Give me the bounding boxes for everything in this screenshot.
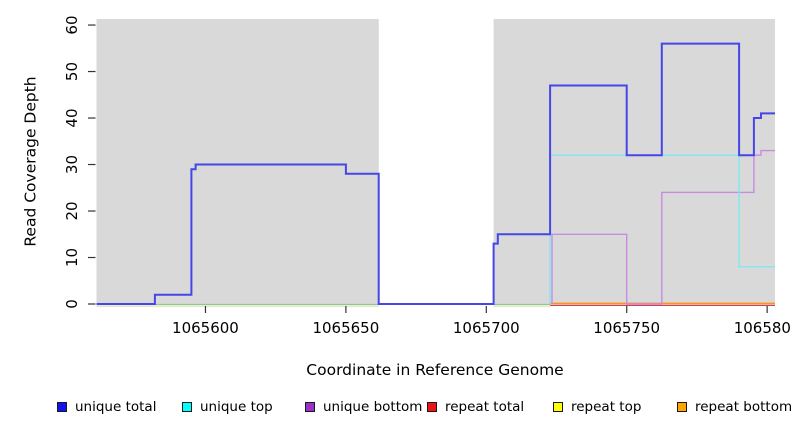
y-tick-label: 40 — [63, 108, 81, 127]
legend: unique total unique top unique bottom re… — [0, 398, 792, 418]
y-axis-title: Read Coverage Depth — [21, 76, 40, 247]
legend-label: unique top — [200, 399, 273, 415]
series-unique-total — [96, 42, 775, 305]
unique-bottom-swatch-icon — [305, 402, 315, 412]
x-tick-label: 1065600 — [172, 319, 239, 337]
aligned-block-right — [493, 19, 775, 304]
legend-label: unique total — [75, 399, 157, 415]
repeat-top-swatch-icon — [553, 402, 563, 412]
x-axis-title: Coordinate in Reference Genome — [306, 361, 564, 379]
x-tick-label: 1065750 — [593, 319, 660, 337]
y-tick-label: 50 — [63, 62, 81, 81]
y-tick-label: 10 — [63, 248, 81, 267]
legend-label: repeat total — [445, 399, 525, 415]
x-tick-label: 1065650 — [312, 319, 379, 337]
legend-label: repeat bottom — [695, 399, 792, 415]
legend-item-unique-top: unique top — [182, 398, 273, 416]
series-unique-bottom — [551, 149, 775, 305]
aligned-block-left — [96, 19, 379, 304]
repeat-total-swatch-icon — [427, 402, 437, 412]
legend-item-repeat-top: repeat top — [553, 398, 641, 416]
unique-total-swatch-icon — [57, 402, 67, 412]
y-tick-label: 60 — [63, 15, 81, 34]
legend-item-unique-total: unique total — [57, 398, 156, 416]
legend-item-unique-bottom: unique bottom — [305, 398, 422, 416]
legend-item-repeat-bottom: repeat bottom — [677, 398, 792, 416]
y-tick-label: 0 — [63, 299, 81, 309]
y-tick-label: 30 — [63, 155, 81, 174]
unique-top-swatch-icon — [182, 402, 192, 412]
legend-label: unique bottom — [323, 399, 423, 415]
legend-label: repeat top — [571, 399, 642, 415]
x-tick-label: 1065700 — [453, 319, 520, 337]
y-tick-label: 20 — [63, 201, 81, 220]
legend-item-repeat-total: repeat total — [427, 398, 524, 416]
repeat-bottom-swatch-icon — [677, 402, 687, 412]
